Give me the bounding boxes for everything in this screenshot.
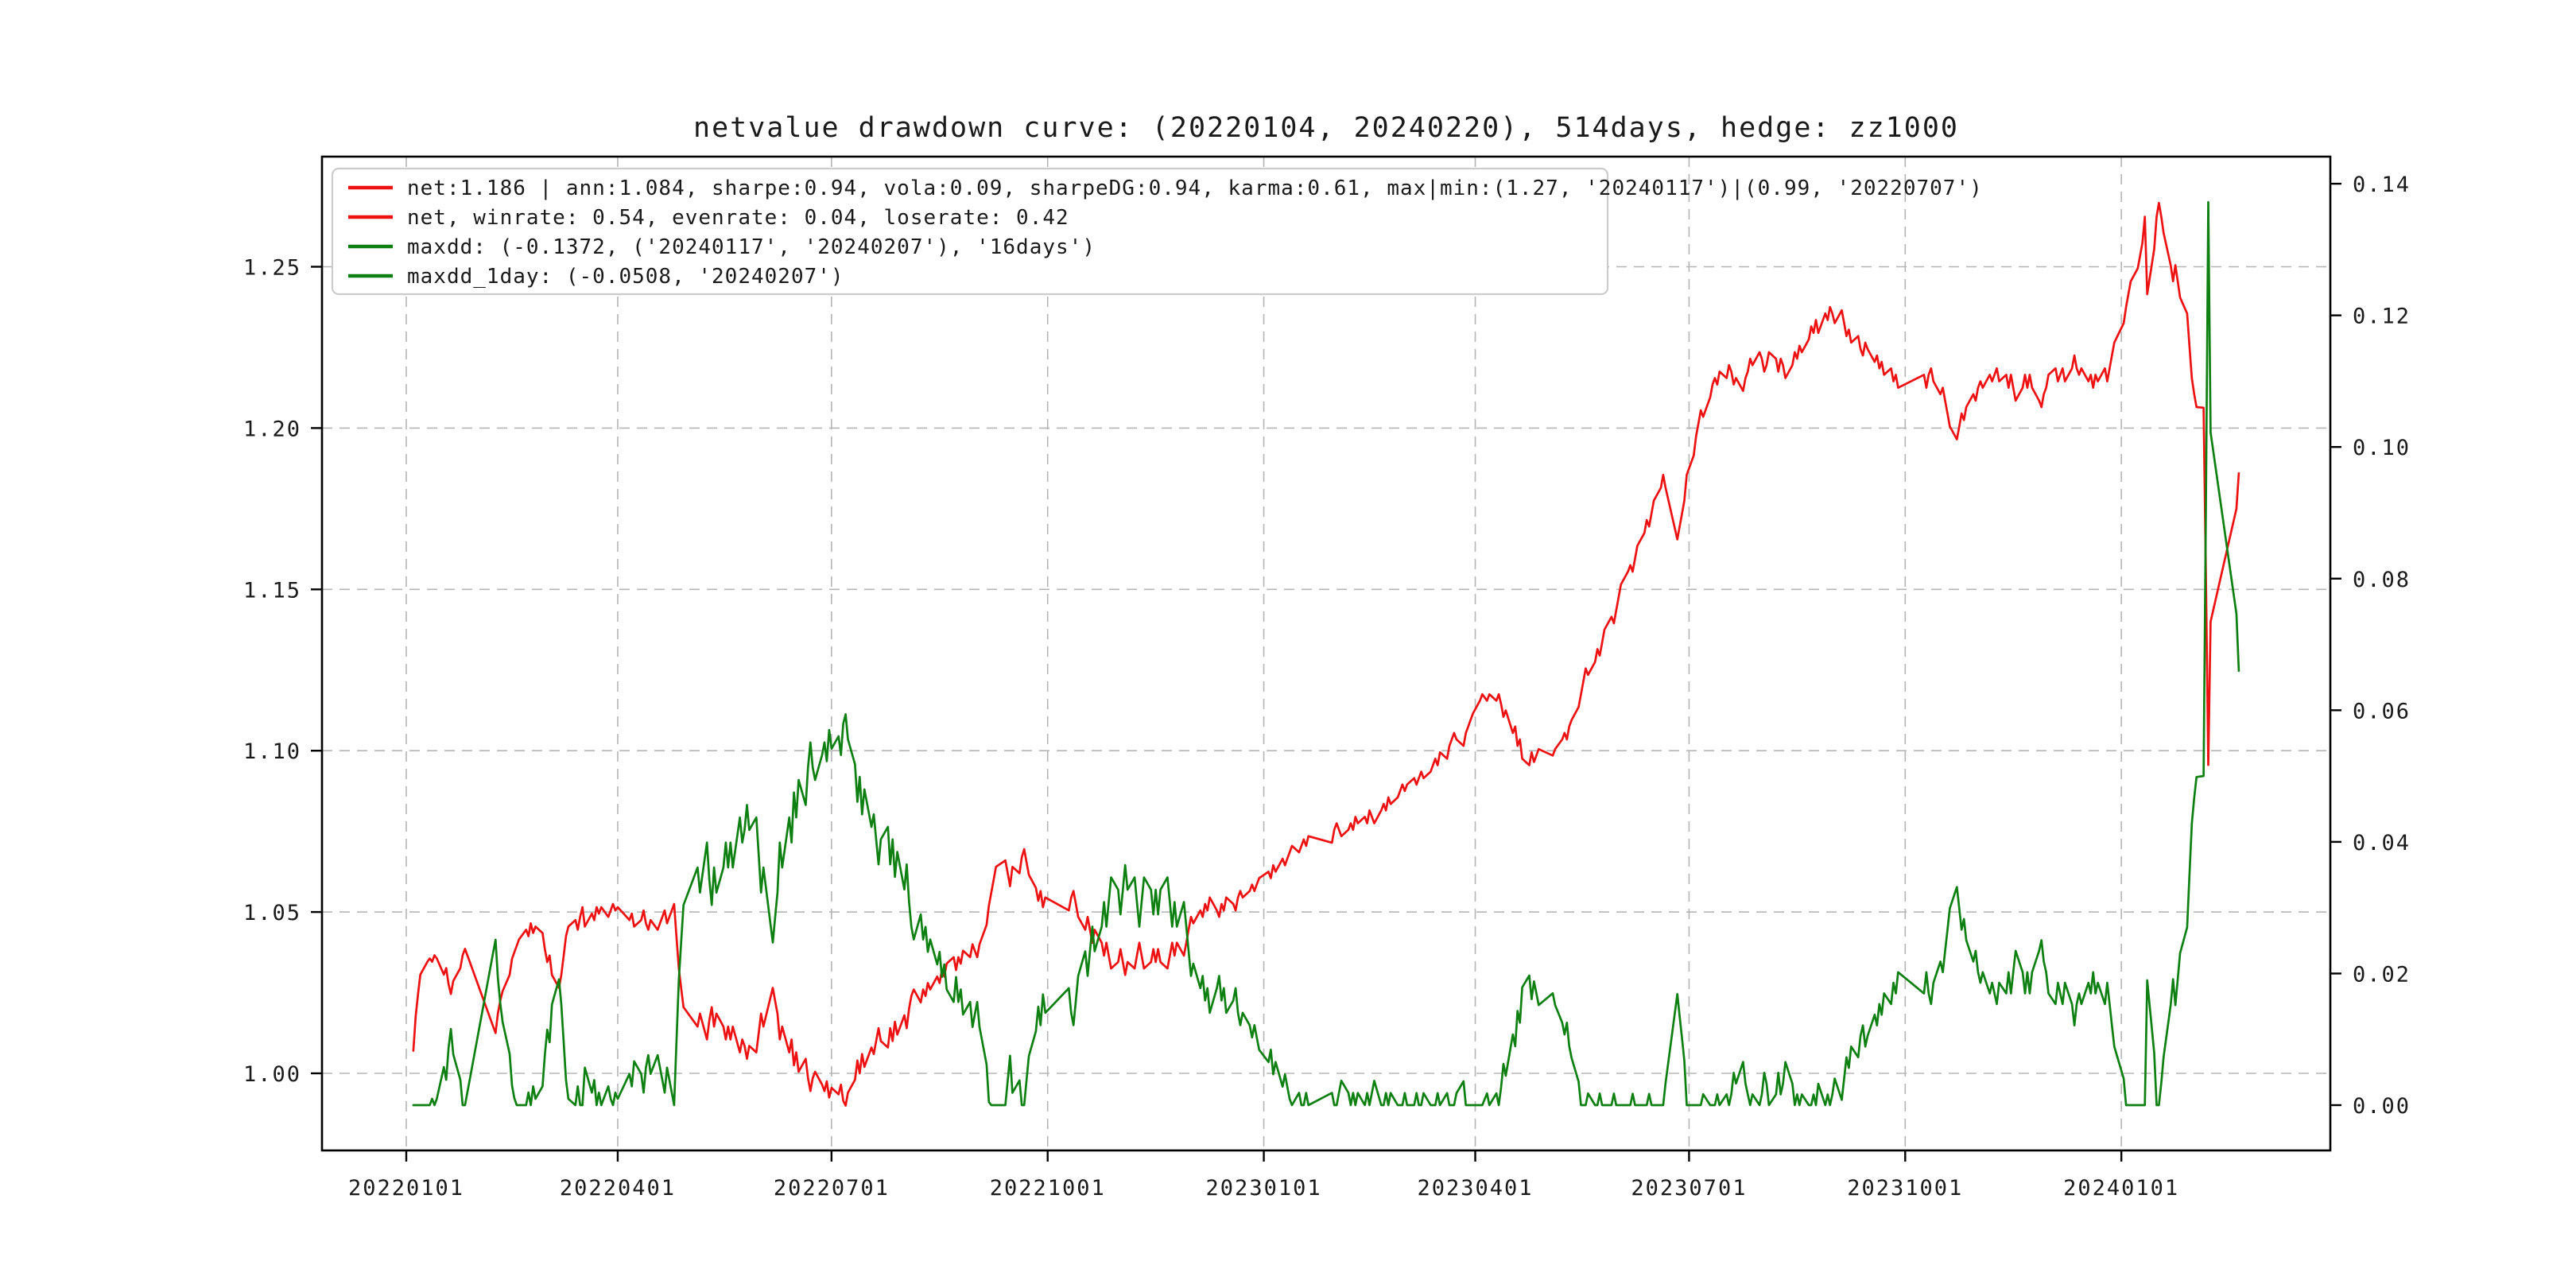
y-right-tick-label: 0.02: [2353, 962, 2411, 987]
legend-label: net:1.186 | ann:1.084, sharpe:0.94, vola…: [407, 177, 1983, 200]
y-right-tick-label: 0.00: [2353, 1094, 2411, 1119]
x-tick-label: 20231001: [1847, 1176, 1963, 1201]
y-right-tick-label: 0.14: [2353, 173, 2411, 197]
y-left-tick-label: 1.05: [243, 901, 301, 925]
y-left-tick-label: 1.15: [243, 578, 301, 603]
y-left-tick-label: 1.20: [243, 417, 301, 441]
y-right-tick-label: 0.08: [2353, 568, 2411, 592]
legend-item-3: maxdd_1day: (-0.0508, '20240207'): [348, 265, 844, 289]
x-tick-label: 20230101: [1206, 1176, 1322, 1201]
x-tick-label: 20230701: [1631, 1176, 1747, 1201]
legend-item-0: net:1.186 | ann:1.084, sharpe:0.94, vola…: [348, 177, 1983, 200]
plot-area: 20220101 20220401 20220701 20221001 20230101…: [243, 155, 2411, 1201]
plot-border: [320, 155, 2332, 1152]
drawdown-series-line: [412, 201, 2240, 1107]
legend-item-1: net, winrate: 0.54, evenrate: 0.04, lose…: [348, 206, 1069, 230]
x-tick-label: 20240101: [2063, 1176, 2179, 1201]
x-tick-label: 20230401: [1418, 1176, 1534, 1201]
legend-item-2: maxdd: (-0.1372, ('20240117', '20240207'…: [348, 235, 1096, 259]
net-series-line: [412, 201, 2240, 1107]
y-right-tick-label: 0.12: [2353, 305, 2411, 329]
y-right-tick-label: 0.10: [2353, 436, 2411, 460]
y-left-tick-label: 1.25: [243, 256, 301, 281]
chart-title: netvalue drawdown curve: (20220104, 2024…: [693, 112, 1959, 144]
legend-label: net, winrate: 0.54, evenrate: 0.04, lose…: [407, 206, 1069, 230]
legend-label: maxdd: (-0.1372, ('20240117', '20240207'…: [407, 235, 1096, 259]
legend: net:1.186 | ann:1.084, sharpe:0.94, vola…: [331, 167, 1983, 296]
legend-label: maxdd_1day: (-0.0508, '20240207'): [407, 265, 844, 289]
x-tick-label: 20220701: [774, 1176, 890, 1201]
x-tick-label: 20220401: [560, 1176, 676, 1201]
x-tick-label: 20220101: [348, 1176, 464, 1201]
y-right-tick-label: 0.06: [2353, 699, 2411, 724]
y-right-tick-label: 0.04: [2353, 831, 2411, 855]
x-tick-label: 20221001: [990, 1176, 1106, 1201]
legend-box: [331, 167, 1609, 296]
y-left-tick-label: 1.10: [243, 739, 301, 764]
y-left-tick-label: 1.00: [243, 1062, 301, 1087]
